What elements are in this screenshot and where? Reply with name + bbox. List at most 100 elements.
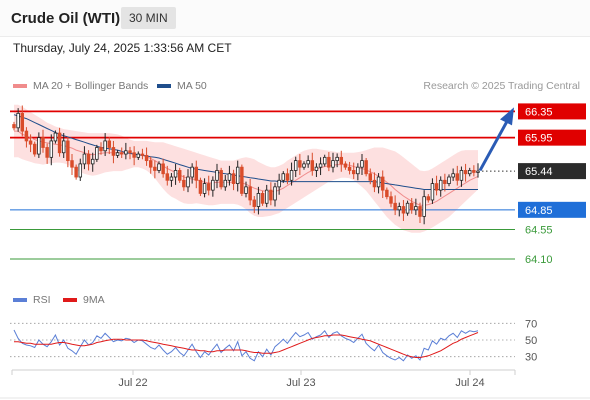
- candle-body-22: [103, 140, 107, 152]
- candle-body-97: [414, 206, 418, 211]
- candle-body-46: [202, 183, 207, 194]
- rsi-swatch: [13, 298, 27, 302]
- candle-body-61: [264, 189, 269, 204]
- candle-body-87: [372, 179, 377, 188]
- candle-body-106: [451, 173, 455, 178]
- candle-body-3: [24, 130, 29, 142]
- candle-body-88: [376, 176, 381, 188]
- level-label-1: 65.95: [525, 133, 553, 145]
- candle-body-15: [74, 166, 78, 178]
- candle-body-107: [455, 173, 460, 181]
- candle-body-18: [86, 153, 91, 165]
- ma50-line: [13, 114, 478, 190]
- candle-body-52: [227, 173, 232, 181]
- candle-body-13: [66, 140, 70, 162]
- ma9-label: 9MA: [83, 294, 105, 306]
- candle-body-82: [351, 170, 356, 175]
- instrument-title: Crude Oil (WTI): [11, 10, 121, 27]
- legend-ma50: MA 50: [157, 80, 207, 92]
- rsi-ma9-line: [14, 332, 479, 358]
- level-label-2: 64.85: [525, 205, 553, 217]
- candle-body-68: [293, 160, 298, 171]
- ma20-swatch: [13, 84, 27, 88]
- candle-body-20: [95, 147, 99, 160]
- candle-body-71: [306, 160, 310, 165]
- candle-body-86: [368, 173, 373, 181]
- ma20-label: MA 20 + Bollinger Bands: [33, 80, 149, 92]
- candle-body-56: [244, 186, 248, 194]
- candle-body-76: [327, 156, 331, 168]
- last-price-tag: [518, 163, 586, 180]
- candle-body-19: [90, 158, 95, 165]
- candle-body-77: [331, 160, 335, 168]
- candle-body-84: [360, 160, 364, 168]
- candle-body-100: [426, 196, 431, 201]
- candle-body-48: [211, 179, 215, 191]
- candle-body-103: [438, 179, 443, 191]
- legend-9ma: 9MA: [63, 294, 105, 306]
- x-tick-label-1: Jul 23: [286, 377, 315, 389]
- candle-body-10: [53, 132, 58, 142]
- candle-body-83: [356, 166, 360, 175]
- candle-body-6: [37, 137, 41, 155]
- level-label-3: 64.55: [525, 225, 553, 237]
- x-tick-label-0: Jul 22: [118, 377, 147, 389]
- candle-body-16: [78, 163, 83, 178]
- candle-body-14: [70, 160, 74, 168]
- timeframe-button[interactable]: 30 MIN: [121, 7, 176, 29]
- last-price-label: 65.44: [525, 166, 553, 178]
- candle-body-96: [409, 202, 414, 211]
- candle-body-29: [132, 152, 136, 158]
- candle-body-0: [12, 124, 16, 129]
- candle-body-99: [422, 196, 426, 217]
- candle-body-98: [418, 206, 422, 217]
- candle-body-45: [198, 179, 203, 194]
- candle-body-73: [314, 166, 319, 171]
- candle-body-75: [322, 156, 327, 165]
- candle-body-21: [99, 147, 103, 152]
- candle-body-27: [124, 150, 128, 155]
- level-label-0: 66.35: [525, 106, 553, 118]
- legend-ma20: MA 20 + Bollinger Bands: [13, 80, 148, 92]
- candle-body-17: [82, 153, 87, 165]
- candle-body-105: [447, 176, 451, 184]
- ma50-label: MA 50: [177, 80, 207, 92]
- legend-rsi: RSI: [13, 294, 51, 306]
- level-tag-1: [518, 129, 586, 146]
- candle-body-55: [240, 166, 244, 194]
- candle-body-111: [472, 170, 476, 173]
- candle-body-90: [385, 189, 389, 198]
- candle-body-11: [57, 132, 62, 154]
- candle-body-72: [310, 160, 315, 171]
- forecast-arrow-head: [500, 107, 514, 126]
- candle-body-109: [463, 170, 468, 175]
- candle-body-67: [289, 170, 294, 181]
- candle-body-57: [248, 186, 252, 201]
- candle-body-63: [273, 186, 277, 201]
- candle-body-79: [339, 156, 344, 165]
- candle-body-43: [190, 166, 194, 178]
- candle-body-26: [119, 152, 124, 155]
- candle-body-53: [231, 173, 236, 184]
- candle-body-38: [169, 176, 174, 181]
- candle-body-60: [260, 193, 265, 204]
- candle-body-5: [32, 143, 37, 155]
- candle-body-110: [467, 170, 472, 175]
- candle-body-49: [215, 170, 219, 181]
- candle-body-7: [41, 137, 45, 148]
- rsi-tick-1: 50: [525, 335, 537, 347]
- candle-body-34: [153, 166, 157, 171]
- candle-body-81: [347, 166, 352, 171]
- candle-body-25: [115, 152, 120, 156]
- candle-body-31: [140, 153, 145, 156]
- candle-body-40: [177, 170, 182, 181]
- candle-body-66: [285, 173, 290, 181]
- candle-body-36: [161, 163, 165, 175]
- rsi-tick-0: 70: [525, 318, 537, 330]
- candle-body-8: [45, 147, 49, 158]
- level-tag-2: [518, 201, 586, 218]
- candle-body-42: [186, 176, 190, 188]
- candle-body-95: [405, 202, 410, 214]
- candle-body-59: [256, 193, 261, 207]
